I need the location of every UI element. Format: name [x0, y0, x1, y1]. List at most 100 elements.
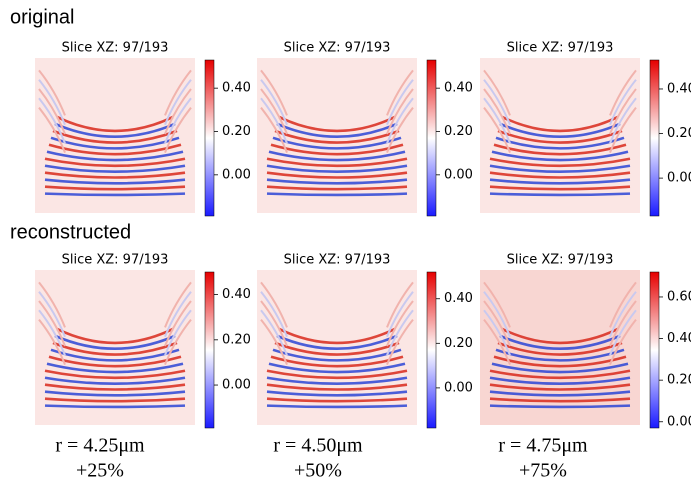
panel-title: Slice XZ: 97/193	[62, 41, 169, 56]
side-wave	[609, 309, 637, 356]
side-wave	[164, 318, 192, 365]
colorbar-tick-label: 0.60	[667, 289, 691, 304]
side-wave	[386, 309, 414, 356]
wave-stripe	[44, 164, 186, 173]
colorbar-tick-label: 0.20	[444, 336, 473, 351]
side-wave	[38, 300, 66, 347]
wave-stripe	[52, 129, 178, 144]
side-wave	[609, 88, 637, 135]
side-wave	[483, 291, 511, 338]
wave-stripe	[489, 397, 631, 403]
wave-stripe	[266, 369, 408, 380]
side-wave	[38, 97, 66, 144]
colorbar-tick-label: 0.20	[222, 124, 251, 139]
wave-stripe	[491, 150, 629, 162]
side-wave	[260, 281, 288, 328]
wave-stripe	[499, 334, 621, 351]
colorbar-tick-label: 0.20	[667, 126, 691, 141]
wave-stripe	[44, 383, 186, 391]
side-wave	[609, 318, 637, 365]
caption-percent: +50%	[294, 460, 342, 482]
heatmap	[480, 270, 640, 425]
wave-stripe	[489, 383, 631, 391]
wave-stripe	[266, 192, 408, 197]
wave-stripe	[44, 192, 186, 197]
side-wave	[260, 300, 288, 347]
panel-title: Slice XZ: 97/193	[284, 41, 391, 56]
wave-stripe	[266, 171, 408, 179]
colorbar	[426, 59, 437, 217]
colorbar-tick-label: 0.20	[667, 373, 691, 388]
caption-radius: r = 4.25μm	[55, 435, 145, 457]
colorbar-tick-label: 0.20	[444, 124, 473, 139]
wave-stripe	[499, 122, 621, 139]
wave-stripe	[52, 341, 178, 356]
panel-title: Slice XZ: 97/193	[284, 253, 391, 268]
caption-percent: +25%	[76, 460, 124, 482]
side-wave	[386, 281, 414, 328]
side-wave	[386, 318, 414, 365]
colorbar-tick-label: 0.40	[222, 287, 251, 302]
side-wave	[164, 79, 192, 126]
wave-stripe	[268, 362, 406, 374]
wave-stripe	[44, 171, 186, 179]
wave-stripe	[266, 383, 408, 391]
wave-stripe	[489, 171, 631, 179]
wave-stripe	[276, 334, 398, 351]
side-wave	[609, 69, 637, 116]
row-label: original	[10, 6, 74, 28]
heatmap	[35, 58, 195, 213]
side-wave	[386, 291, 414, 338]
heatmap	[480, 58, 640, 213]
heatmap	[257, 58, 417, 213]
wave-stripe	[56, 327, 174, 345]
side-wave	[260, 69, 288, 116]
wave-stripe	[266, 185, 408, 191]
side-wave	[260, 309, 288, 356]
side-wave	[38, 88, 66, 135]
wave-stripe	[44, 376, 186, 385]
wave-stripe	[501, 327, 619, 345]
panel-title: Slice XZ: 97/193	[507, 41, 614, 56]
side-wave	[483, 106, 511, 153]
colorbar-tick-label: 0.20	[222, 332, 251, 347]
side-wave	[164, 69, 192, 116]
wave-stripe	[497, 129, 623, 144]
wave-stripe	[266, 404, 408, 409]
wave-stripe	[44, 185, 186, 191]
wave-stripe	[266, 164, 408, 173]
wave-stripe	[489, 178, 631, 185]
side-wave	[260, 106, 288, 153]
side-wave	[483, 69, 511, 116]
colorbar	[204, 271, 215, 429]
wave-stripe	[489, 404, 631, 409]
side-wave	[38, 106, 66, 153]
side-wave	[38, 69, 66, 116]
side-wave	[483, 281, 511, 328]
side-wave	[386, 97, 414, 144]
side-wave	[386, 106, 414, 153]
wave-stripe	[268, 150, 406, 162]
caption-radius: r = 4.75μm	[498, 435, 588, 457]
colorbar-tick-label: 0.00	[667, 171, 691, 186]
side-wave	[164, 106, 192, 153]
side-wave	[386, 79, 414, 126]
side-wave	[386, 300, 414, 347]
wave-stripe	[276, 122, 398, 139]
side-wave	[386, 69, 414, 116]
wave-stripe	[266, 397, 408, 403]
wave-stripe	[44, 397, 186, 403]
wave-stripe	[44, 157, 186, 168]
side-wave	[483, 88, 511, 135]
wave-stripe	[46, 150, 184, 162]
side-wave	[260, 79, 288, 126]
heatmap	[35, 270, 195, 425]
panel-title: Slice XZ: 97/193	[507, 253, 614, 268]
side-wave	[609, 79, 637, 126]
wave-stripe	[489, 185, 631, 191]
colorbar-tick-label: 0.00	[444, 380, 473, 395]
wave-stripe	[44, 390, 186, 397]
side-wave	[164, 97, 192, 144]
wave-stripe	[44, 369, 186, 380]
